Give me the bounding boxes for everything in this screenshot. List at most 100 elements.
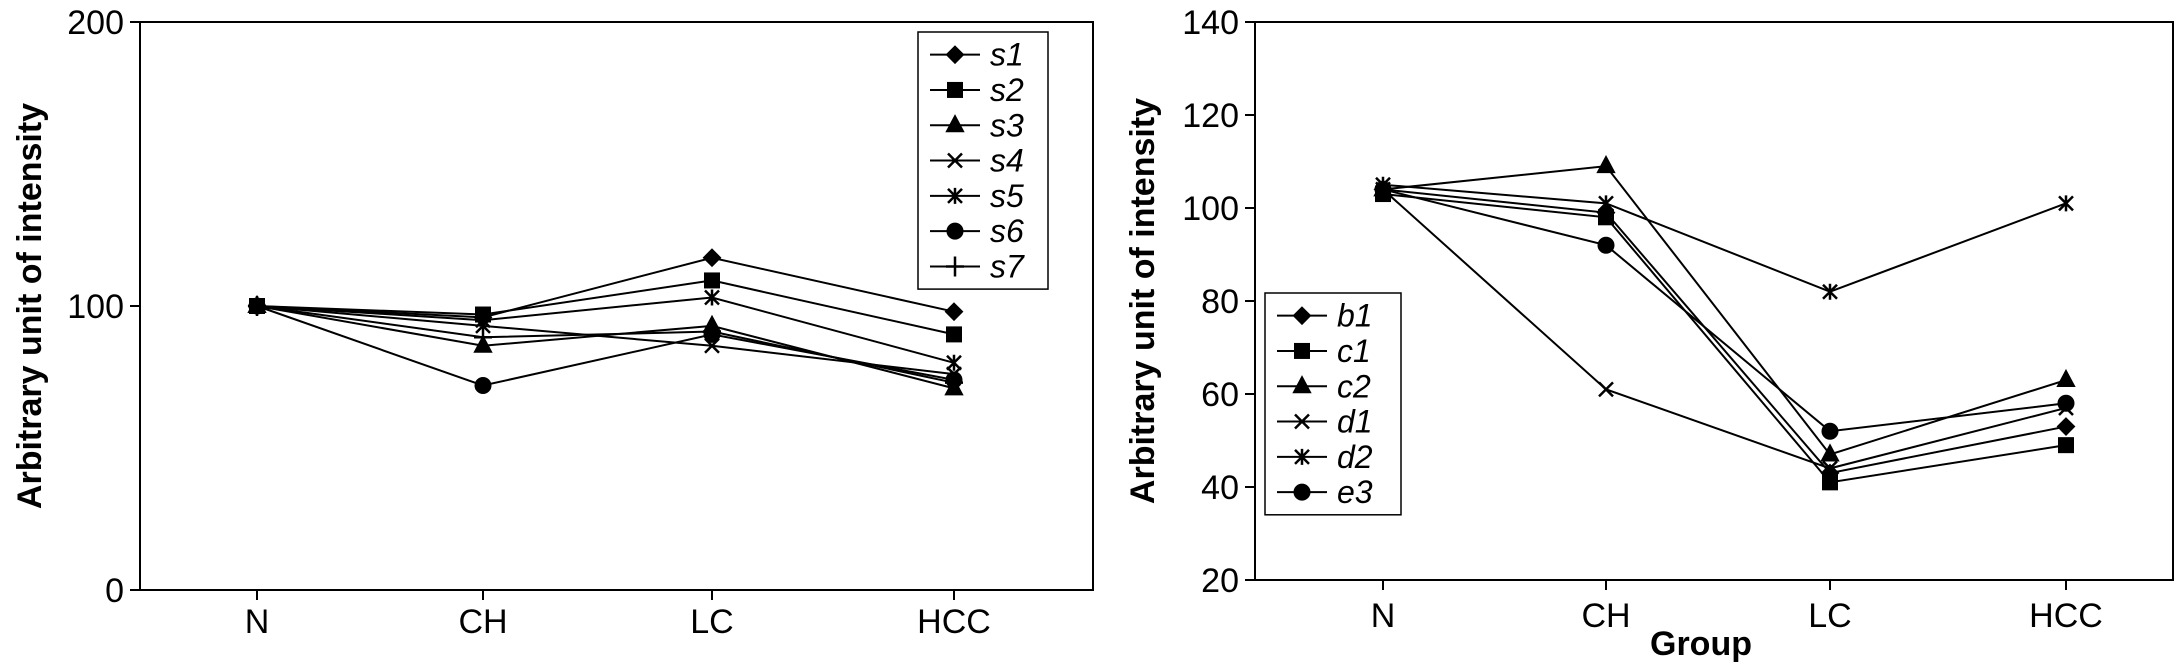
legend-label: s1: [990, 37, 1024, 73]
y-tick-label: 100: [67, 288, 124, 326]
data-point-d1: [1598, 381, 1614, 398]
x-axis-title: Group: [1650, 625, 1752, 663]
y-tick-label: 200: [67, 4, 124, 42]
y-tick-label: 20: [1201, 562, 1239, 600]
legend-label: d2: [1337, 439, 1373, 475]
legend-marker: [1292, 306, 1312, 326]
data-point-c1: [2058, 437, 2074, 454]
y-tick-label: 40: [1201, 469, 1239, 507]
y-axis-title: Arbitrary unit of intensity: [11, 103, 49, 509]
data-point-d2: [1598, 195, 1614, 212]
x-tick-label: CH: [458, 603, 507, 641]
series-b1: [1373, 179, 2076, 483]
data-point-c2: [1820, 443, 1840, 462]
legend-label: s2: [990, 72, 1024, 108]
series-line-s5: [256, 296, 955, 364]
series-d1: [1375, 181, 2074, 477]
data-point-d1: [1822, 460, 1838, 477]
legend-label: s7: [990, 248, 1025, 284]
data-point-e3: [1597, 236, 1615, 254]
legend-label: s5: [990, 178, 1024, 214]
y-tick-label: 80: [1201, 283, 1239, 321]
legend-label: c1: [1337, 333, 1371, 369]
x-tick-label: HCC: [2029, 597, 2103, 635]
legend-marker: [1292, 375, 1312, 394]
legend-marker: [1293, 483, 1311, 501]
data-point-c1: [1598, 209, 1614, 226]
x-tick-label: HCC: [917, 603, 991, 641]
data-point-e3: [1374, 180, 1392, 198]
y-tick-label: 60: [1201, 376, 1239, 414]
x-tick-label: N: [245, 603, 270, 641]
series-line-c2: [1382, 165, 2067, 456]
series-line-b1: [1382, 188, 2067, 475]
series-line-s1: [256, 256, 955, 319]
legend-marker: [1294, 342, 1310, 359]
legend-marker: [945, 114, 965, 133]
data-point-s1: [702, 248, 722, 268]
chart-1: 0 100 200 N CH LC HCC Arbitrary unit of intensi…: [11, 4, 1094, 641]
series-line-s4: [256, 305, 955, 376]
y-tick-label: 100: [1182, 190, 1239, 228]
y-axis-title: Arbitrary unit of intensity: [1124, 98, 1162, 504]
legend-label: s3: [990, 107, 1024, 143]
data-point-s2: [946, 326, 962, 343]
series-line-s6: [256, 305, 955, 387]
x-tick-label: CH: [1581, 597, 1630, 635]
data-point-s7: [945, 372, 963, 393]
series-d2: [1375, 176, 2074, 300]
series-line-s3: [256, 305, 955, 390]
data-point-s7: [703, 321, 721, 342]
data-point-c1: [1822, 474, 1838, 491]
data-point-c2: [1596, 155, 1616, 174]
x-tick-label: N: [1371, 597, 1396, 635]
x-tick-label: LC: [690, 603, 733, 641]
legend-label: b1: [1337, 298, 1373, 334]
data-point-b1: [2056, 417, 2076, 436]
data-point-e3: [2057, 394, 2075, 412]
series-line-s7: [256, 305, 955, 384]
legend-marker: [947, 187, 963, 204]
series-line-d2: [1382, 183, 2067, 293]
y-tick-label: 0: [105, 572, 124, 610]
legend-label: d1: [1337, 404, 1373, 440]
series-e3: [1374, 180, 2075, 440]
data-point-s5: [704, 289, 720, 306]
legend-label: c2: [1337, 368, 1371, 404]
legend-marker: [947, 81, 963, 98]
legend-label: s6: [990, 213, 1024, 249]
data-point-s7: [474, 327, 492, 348]
series-s7: [248, 296, 963, 393]
data-point-c2: [2056, 368, 2076, 388]
data-point-s7: [248, 296, 266, 316]
y-tick-label: 120: [1182, 97, 1239, 135]
legend-label: s4: [990, 143, 1024, 179]
legend-marker: [1294, 448, 1310, 465]
legend-box: [1264, 292, 1402, 516]
data-point-s6: [474, 377, 492, 395]
data-point-s5: [946, 354, 962, 371]
legend-marker: [947, 152, 963, 169]
legend-marker: [946, 256, 964, 277]
data-point-s1: [944, 302, 964, 322]
series-line-s2: [256, 279, 955, 336]
x-tick-label: LC: [1808, 597, 1851, 635]
data-point-e3: [1821, 422, 1839, 440]
series-line-d1: [1382, 188, 2067, 470]
series-line-c1: [1382, 193, 2067, 484]
data-point-d2: [1822, 283, 1838, 300]
series-s5: [249, 289, 962, 371]
data-point-d2: [2058, 195, 2074, 212]
legend-marker: [1294, 413, 1310, 430]
series-c1: [1375, 186, 2074, 491]
series-line-e3: [1382, 188, 2067, 433]
chart-2: 20 40 60 80 100 120 140 N CH LC HCC Arbitrary unit …: [1124, 4, 2174, 663]
data-point-s5: [475, 312, 491, 329]
legend-label: e3: [1337, 474, 1373, 510]
data-point-s2: [704, 272, 720, 289]
y-tick-label: 140: [1182, 4, 1239, 42]
legend-marker: [945, 45, 965, 65]
